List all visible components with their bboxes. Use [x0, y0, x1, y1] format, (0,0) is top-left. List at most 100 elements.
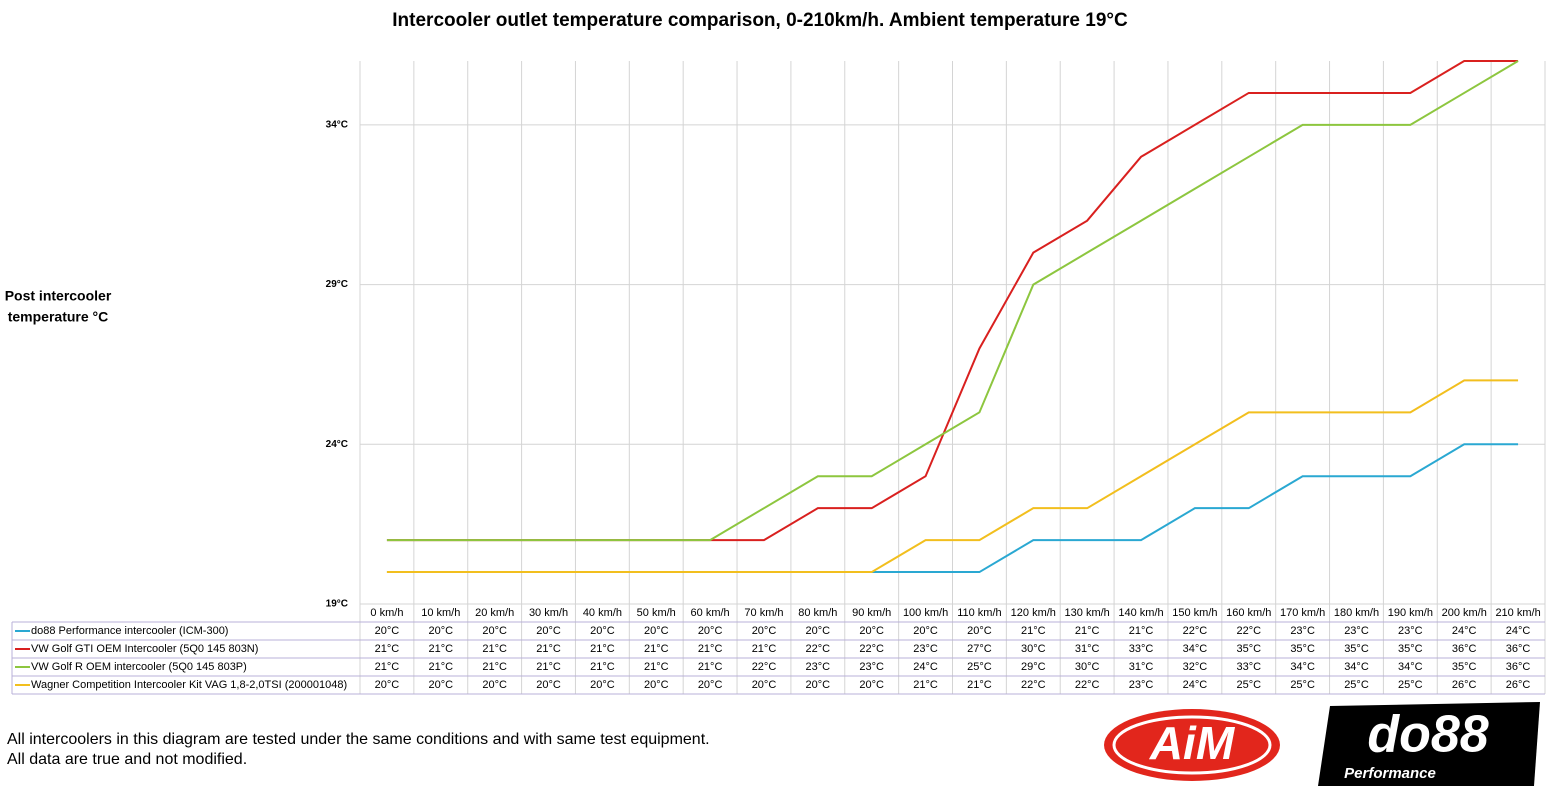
- table-cell: 24°C: [1452, 625, 1477, 637]
- table-cell: 31°C: [1075, 643, 1100, 655]
- table-cell: 20°C: [859, 625, 884, 637]
- table-cell: 23°C: [1398, 625, 1423, 637]
- table-cell: 20°C: [590, 679, 615, 691]
- x-tick-label: 180 km/h: [1334, 607, 1379, 619]
- y-tick-label: 19°C: [326, 599, 348, 610]
- table-cell: 34°C: [1344, 661, 1369, 673]
- table-cell: 35°C: [1236, 643, 1261, 655]
- table-cell: 22°C: [1021, 679, 1046, 691]
- logo-text: Performance: [1344, 765, 1436, 782]
- table-cell: 24°C: [913, 661, 938, 673]
- table-cell: 20°C: [806, 679, 831, 691]
- legend-label: VW Golf GTI OEM Intercooler (5Q0 145 803…: [31, 643, 258, 655]
- x-tick-label: 190 km/h: [1388, 607, 1433, 619]
- table-cell: 25°C: [1398, 679, 1423, 691]
- x-tick-label: 40 km/h: [583, 607, 622, 619]
- table-cell: 20°C: [644, 679, 669, 691]
- table-cell: 22°C: [806, 643, 831, 655]
- x-tick-label: 170 km/h: [1280, 607, 1325, 619]
- table-cell: 20°C: [482, 625, 507, 637]
- table-cell: 35°C: [1344, 643, 1369, 655]
- legend-label: do88 Performance intercooler (ICM-300): [31, 625, 228, 637]
- table-cell: 21°C: [1129, 625, 1154, 637]
- table-cell: 21°C: [375, 643, 400, 655]
- table-cell: 23°C: [913, 643, 938, 655]
- table-cell: 20°C: [644, 625, 669, 637]
- table-cell: 20°C: [375, 679, 400, 691]
- table-cell: 32°C: [1183, 661, 1208, 673]
- table-cell: 21°C: [429, 643, 454, 655]
- table-cell: 25°C: [1290, 679, 1315, 691]
- table-cell: 23°C: [1290, 625, 1315, 637]
- table-cell: 22°C: [859, 643, 884, 655]
- table-cell: 23°C: [859, 661, 884, 673]
- table-cell: 24°C: [1183, 679, 1208, 691]
- table-cell: 21°C: [375, 661, 400, 673]
- table-cell: 22°C: [752, 661, 777, 673]
- table-cell: 21°C: [967, 679, 992, 691]
- table-cell: 22°C: [1075, 679, 1100, 691]
- table-cell: 33°C: [1129, 643, 1154, 655]
- table-cell: 20°C: [913, 625, 938, 637]
- table-cell: 23°C: [1129, 679, 1154, 691]
- x-tick-label: 70 km/h: [744, 607, 783, 619]
- table-cell: 35°C: [1398, 643, 1423, 655]
- table-cell: 21°C: [1021, 625, 1046, 637]
- legend-label: Wagner Competition Intercooler Kit VAG 1…: [31, 679, 347, 691]
- table-cell: 36°C: [1506, 661, 1531, 673]
- table-cell: 35°C: [1452, 661, 1477, 673]
- x-tick-label: 90 km/h: [852, 607, 891, 619]
- footnote: All data are true and not modified.: [7, 751, 247, 768]
- table-cell: 20°C: [590, 625, 615, 637]
- table-cell: 36°C: [1452, 643, 1477, 655]
- table-cell: 30°C: [1075, 661, 1100, 673]
- table-cell: 20°C: [859, 679, 884, 691]
- table-cell: 20°C: [752, 679, 777, 691]
- table-cell: 21°C: [590, 661, 615, 673]
- y-axis-label: temperature °C: [8, 309, 109, 325]
- logo-text: do88: [1367, 706, 1488, 764]
- table-cell: 26°C: [1506, 679, 1531, 691]
- x-tick-label: 100 km/h: [903, 607, 948, 619]
- table-cell: 21°C: [913, 679, 938, 691]
- table-cell: 21°C: [644, 643, 669, 655]
- table-cell: 34°C: [1183, 643, 1208, 655]
- x-tick-label: 200 km/h: [1442, 607, 1487, 619]
- table-cell: 31°C: [1129, 661, 1154, 673]
- x-tick-label: 80 km/h: [798, 607, 837, 619]
- logo-shape: [1318, 702, 1540, 786]
- x-tick-label: 60 km/h: [691, 607, 730, 619]
- table-cell: 20°C: [375, 625, 400, 637]
- x-tick-label: 0 km/h: [370, 607, 403, 619]
- table-cell: 21°C: [698, 643, 723, 655]
- logo-text: AiM: [1149, 717, 1236, 769]
- x-tick-label: 20 km/h: [475, 607, 514, 619]
- table-cell: 36°C: [1506, 643, 1531, 655]
- table-cell: 21°C: [644, 661, 669, 673]
- series-line: [386, 60, 1519, 542]
- table-cell: 30°C: [1021, 643, 1046, 655]
- table-cell: 21°C: [590, 643, 615, 655]
- table-cell: 20°C: [698, 679, 723, 691]
- x-tick-label: 130 km/h: [1065, 607, 1110, 619]
- table-cell: 20°C: [698, 625, 723, 637]
- table-cell: 25°C: [967, 661, 992, 673]
- y-tick-label: 29°C: [326, 279, 348, 290]
- table-cell: 24°C: [1506, 625, 1531, 637]
- logo-shape: [1112, 715, 1272, 775]
- y-tick-label: 24°C: [326, 439, 348, 450]
- x-tick-label: 120 km/h: [1011, 607, 1056, 619]
- logo-shape: [1104, 709, 1280, 781]
- table-cell: 21°C: [536, 643, 561, 655]
- table-cell: 23°C: [806, 661, 831, 673]
- table-cell: 22°C: [1236, 625, 1261, 637]
- table-cell: 27°C: [967, 643, 992, 655]
- series-line: [386, 379, 1519, 574]
- table-cell: 20°C: [429, 679, 454, 691]
- table-cell: 25°C: [1236, 679, 1261, 691]
- table-cell: 34°C: [1290, 661, 1315, 673]
- table-cell: 21°C: [752, 643, 777, 655]
- x-tick-label: 160 km/h: [1226, 607, 1271, 619]
- table-cell: 21°C: [482, 661, 507, 673]
